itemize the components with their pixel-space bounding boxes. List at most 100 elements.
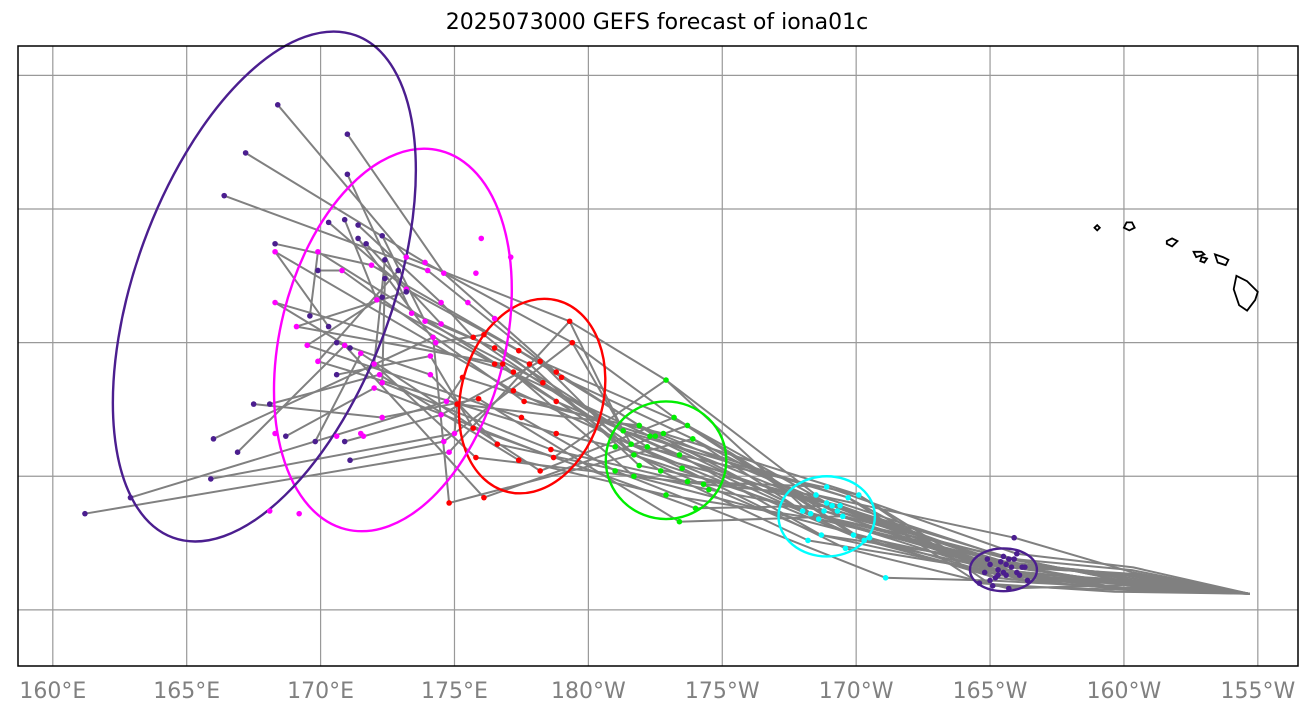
forecast-point: [984, 556, 991, 562]
forecast-point: [631, 452, 637, 458]
forecast-point: [807, 510, 814, 517]
uncertainty-ellipse: [968, 547, 1039, 593]
forecast-point: [491, 361, 498, 367]
forecast-point: [266, 401, 273, 407]
forecast-point: [438, 411, 444, 418]
forecast-point: [344, 131, 351, 137]
forecast-point: [475, 395, 482, 402]
forecast-point: [510, 387, 517, 394]
uncertainty-ellipse: [272, 147, 513, 533]
forecast-point: [987, 561, 993, 568]
forecast-point: [553, 430, 560, 437]
x-tick-label: 170°W: [819, 679, 894, 704]
ensemble-track: [317, 269, 1250, 595]
ensemble-track: [308, 250, 1250, 595]
forecast-point: [647, 433, 653, 439]
ensemble-track: [381, 278, 1251, 595]
forecast-point: [266, 508, 273, 514]
forecast-point: [805, 537, 811, 544]
forecast-point: [446, 500, 452, 506]
forecast-point: [312, 438, 319, 445]
forecast-point: [1011, 556, 1017, 562]
forecast-point: [440, 438, 447, 445]
forecast-point: [845, 494, 851, 501]
forecast-point: [981, 569, 988, 576]
forecast-point: [272, 299, 278, 306]
forecast-point: [839, 513, 846, 520]
forecast-point: [823, 500, 830, 506]
forecast-point: [537, 468, 543, 474]
ensemble-track: [210, 403, 1250, 595]
forecast-point: [856, 492, 862, 498]
island-coastline: [1213, 252, 1230, 267]
forecast-point: [566, 318, 573, 325]
forecast-point: [339, 267, 345, 274]
ensemble-track: [336, 355, 1250, 595]
forecast-point: [612, 444, 618, 450]
forecast-point: [518, 414, 525, 421]
forecast-point: [382, 256, 388, 263]
forecast-point: [652, 433, 659, 439]
forecast-point: [521, 398, 527, 405]
forecast-point: [274, 101, 281, 108]
ensemble-tracks: [84, 104, 1251, 595]
ensemble-track: [285, 379, 1250, 595]
forecast-point: [368, 262, 375, 268]
forecast-point: [676, 452, 683, 458]
forecast-point: [210, 436, 217, 442]
forecast-point: [454, 401, 460, 407]
forecast-point: [422, 259, 428, 266]
forecast-point: [296, 510, 302, 517]
forecast-point: [395, 267, 402, 274]
forecast-point: [553, 369, 560, 375]
forecast-point: [315, 358, 321, 365]
forecast-point: [272, 248, 278, 255]
forecast-point: [636, 422, 643, 429]
forecast-point: [379, 414, 385, 421]
forecast-point: [866, 534, 873, 541]
island-coastline: [1232, 274, 1259, 312]
forecast-point: [987, 577, 993, 584]
x-tick-label: 180°W: [551, 679, 626, 704]
x-tick-label: 165°W: [953, 679, 1028, 704]
forecast-point: [834, 508, 841, 514]
hawaii-coastlines: [1093, 221, 1259, 312]
forecast-point: [558, 374, 565, 381]
forecast-point: [989, 583, 996, 589]
forecast-point: [333, 339, 340, 346]
ensemble-track: [327, 221, 1250, 595]
forecast-point: [347, 457, 353, 464]
forecast-point: [818, 532, 825, 538]
forecast-point: [1022, 564, 1028, 570]
forecast-point: [997, 558, 1004, 565]
ensemble-track: [274, 301, 1250, 595]
forecast-point: [333, 371, 340, 378]
forecast-point: [282, 433, 289, 439]
forecast-point: [438, 299, 444, 306]
forecast-point: [325, 323, 332, 330]
forecast-point: [569, 339, 576, 346]
forecast-point: [494, 441, 501, 447]
forecast-point: [315, 248, 321, 255]
forecast-point: [628, 441, 635, 447]
ensemble-track: [373, 259, 1250, 595]
ensemble-track: [253, 397, 1250, 595]
uncertainty-ellipse: [604, 400, 728, 521]
forecast-point: [481, 331, 487, 338]
forecast-point: [620, 428, 626, 434]
forecast-point: [473, 270, 479, 276]
forecast-point: [221, 192, 227, 199]
forecast-point: [432, 339, 439, 346]
forecast-point: [304, 342, 311, 349]
forecast-point: [341, 438, 348, 445]
x-tick-label: 165°E: [153, 679, 220, 704]
uncertainty-ellipses: [111, 30, 1039, 593]
forecast-point: [679, 465, 685, 472]
forecast-point: [815, 516, 822, 522]
forecast-point: [692, 505, 699, 512]
forecast-point: [507, 254, 514, 260]
forecast-point: [481, 494, 487, 501]
forecast-point: [347, 345, 353, 351]
forecast-point: [427, 371, 434, 378]
forecast-point: [465, 299, 471, 306]
